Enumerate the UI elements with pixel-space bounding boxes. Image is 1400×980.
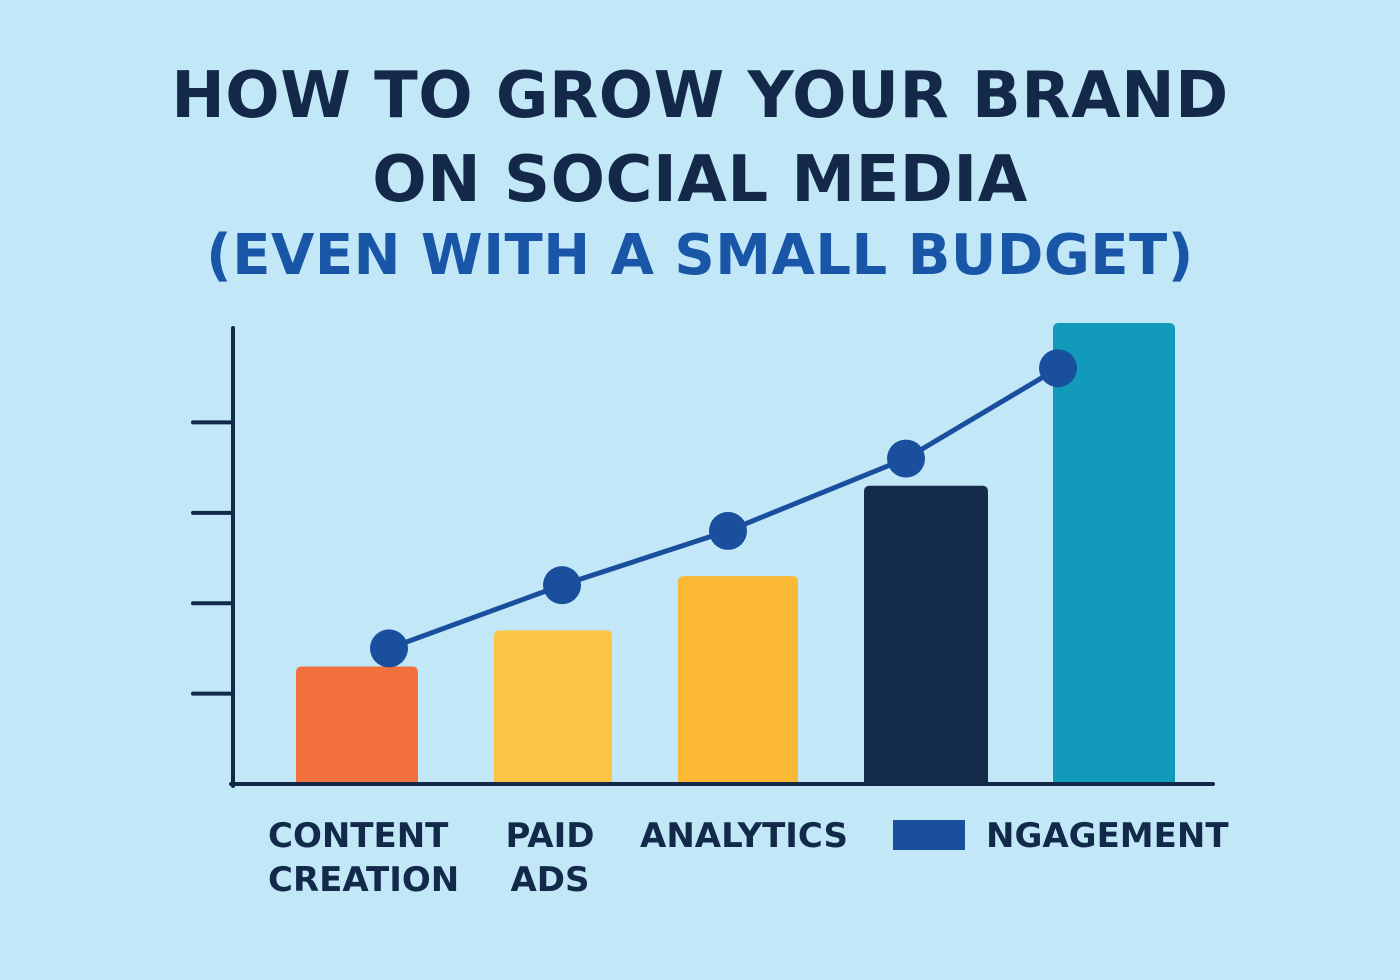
bar-3	[678, 576, 798, 784]
trend-point-1	[370, 629, 408, 668]
category-label-line: CONTENT	[268, 816, 449, 856]
chart-title-line-2: ON SOCIAL MEDIA	[372, 143, 1028, 217]
trend-point-5	[1039, 349, 1077, 388]
category-label-line: CREATION	[268, 860, 460, 900]
category-label-paid-ads: PAID ADS	[490, 814, 610, 902]
bar-2	[494, 630, 612, 784]
legend-label: NGAGEMENT	[986, 816, 1229, 856]
bar-1	[296, 666, 418, 784]
bar-4	[864, 485, 988, 784]
category-label-analytics: ANALYTICS	[640, 814, 848, 858]
category-label-line: ADS	[510, 860, 590, 900]
chart-title-line-1: HOW TO GROW YOUR BRAND	[171, 59, 1229, 133]
chart-subtitle: (EVEN WITH A SMALL BUDGET)	[206, 223, 1194, 288]
trend-point-4	[887, 439, 925, 478]
trend-point-3	[709, 511, 747, 550]
category-label-line: PAID	[505, 816, 595, 856]
bar-5	[1053, 323, 1175, 784]
category-label-content-creation: CONTENT CREATION	[268, 814, 460, 902]
trend-point-2	[543, 566, 581, 605]
category-label-line: ANALYTICS	[640, 816, 848, 856]
legend-swatch	[893, 820, 965, 850]
